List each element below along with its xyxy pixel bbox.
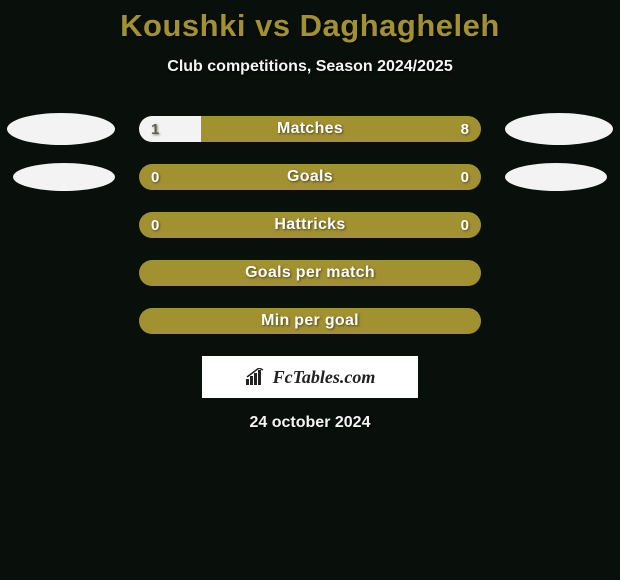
page-title: Koushki vs Daghagheleh [0, 8, 620, 44]
badge-text: FcTables.com [273, 367, 376, 388]
source-badge-label: FcTables.com [245, 367, 376, 388]
stat-label: Min per goal [139, 308, 481, 334]
stat-bar: 18Matches [139, 116, 481, 142]
stat-label: Matches [139, 116, 481, 142]
comparison-infographic: Koushki vs Daghagheleh Club competitions… [0, 0, 620, 432]
subtitle: Club competitions, Season 2024/2025 [0, 58, 620, 76]
stat-label: Goals per match [139, 260, 481, 286]
stat-row: 00Goals [0, 164, 620, 190]
stats-list: 18Matches 00Goals 00Hattricks Goals per mat… [0, 116, 620, 334]
chart-icon [245, 368, 267, 386]
stat-bar: 00Hattricks [139, 212, 481, 238]
stat-label: Hattricks [139, 212, 481, 238]
player-right-marker [505, 163, 607, 191]
stat-row: 00Hattricks [0, 212, 620, 238]
player-left-marker [13, 163, 115, 191]
player-right-marker [505, 113, 613, 145]
date-label: 24 october 2024 [0, 414, 620, 432]
stat-row: Min per goal [0, 308, 620, 334]
stat-label: Goals [139, 164, 481, 190]
player-left-marker [7, 113, 115, 145]
stat-bar: 00Goals [139, 164, 481, 190]
stat-row: 18Matches [0, 116, 620, 142]
stat-row: Goals per match [0, 260, 620, 286]
source-badge: FcTables.com [202, 356, 418, 398]
stat-bar: Goals per match [139, 260, 481, 286]
stat-bar: Min per goal [139, 308, 481, 334]
